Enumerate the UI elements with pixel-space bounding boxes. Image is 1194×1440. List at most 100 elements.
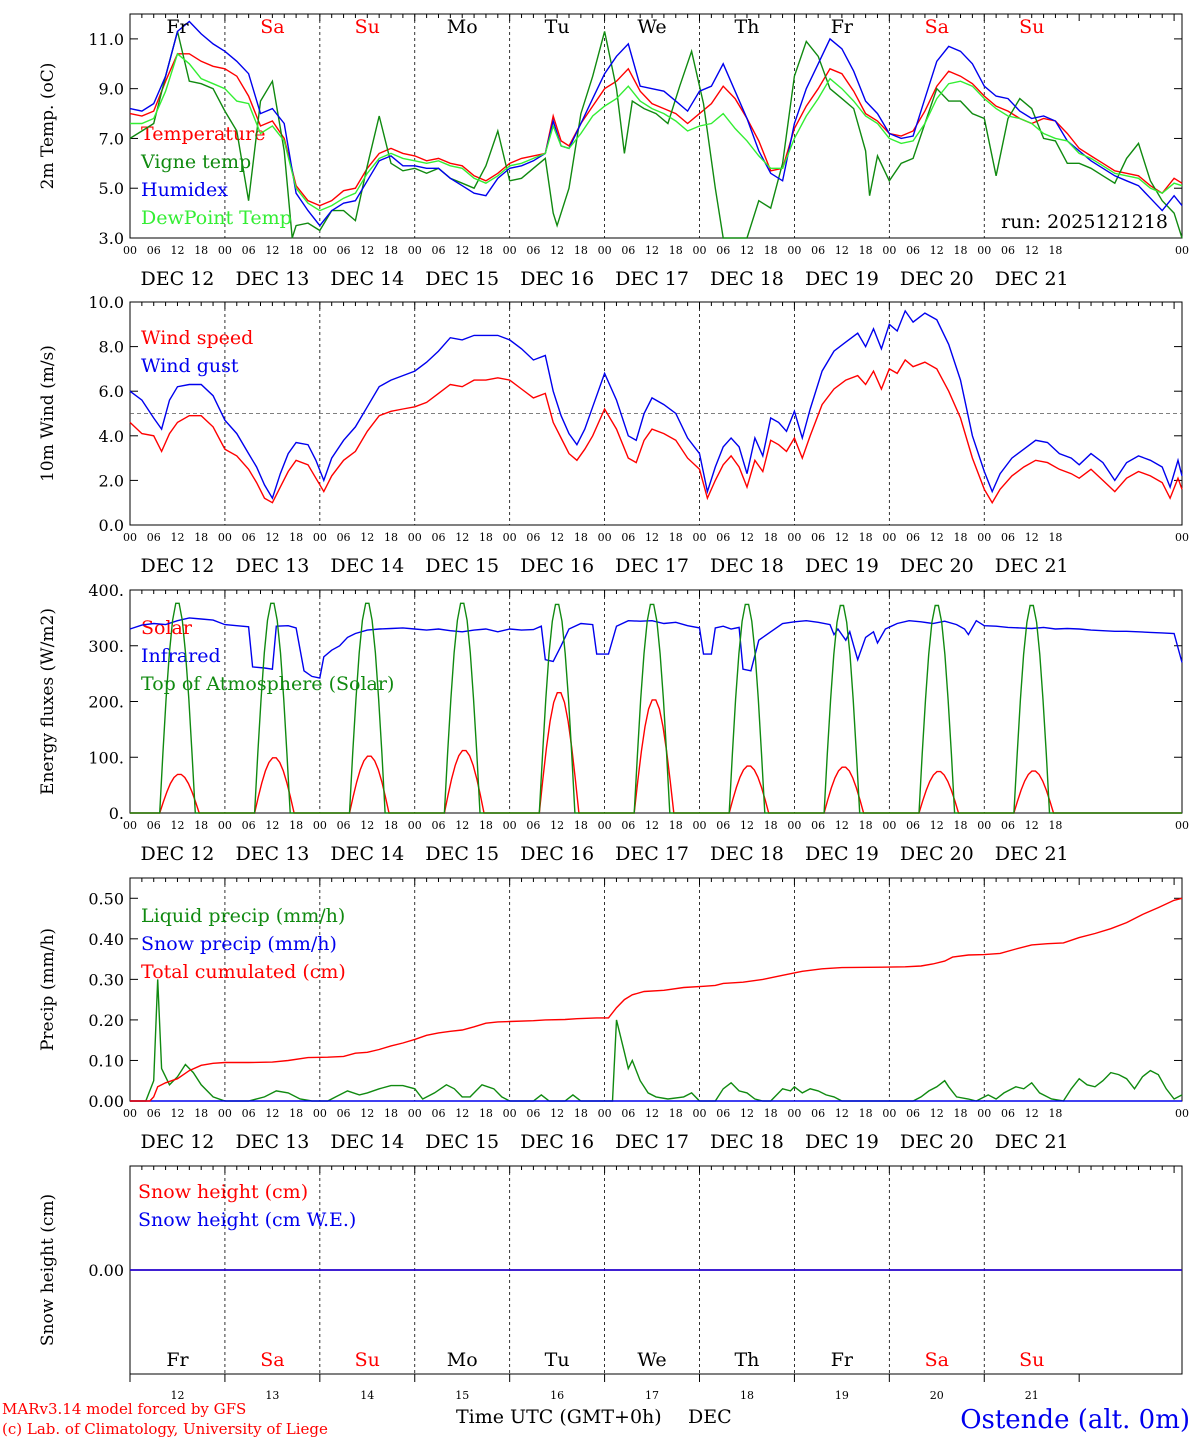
hour-label: 00 [693,819,707,832]
date-label: DEC 19 [805,555,879,577]
weekday-label: Fr [831,16,854,38]
hour-label: 18 [289,1107,303,1120]
hour-label: 00 [882,244,896,257]
y-tick-label: 8.0 [99,338,124,357]
hour-label: 12 [835,819,849,832]
y-axis-title: Snow height (cm) [38,1194,58,1346]
legend-entry: Total cumulated (cm) [141,961,346,983]
hour-label: 00 [503,819,517,832]
panel-1: 3.0 5.0 7.0 9.0 11.0 2m Temp. (oC) Temperature… [38,13,1189,290]
hour-label: 06 [337,1107,351,1120]
hour-label: 18 [1048,531,1062,544]
hour-label: 06 [337,244,351,257]
weekday-label: Fr [166,1349,189,1371]
hour-label: 00 [123,1107,137,1120]
hour-label: 12 [360,244,374,257]
hour-label: 18 [764,819,778,832]
hour-label: 18 [194,244,208,257]
weekday-label: Tu [545,1349,570,1371]
date-label: DEC 13 [235,555,309,577]
y-tick-label: 0.30 [88,970,124,989]
hour-label: 06 [716,531,730,544]
hour-label: 18 [289,244,303,257]
date-label: DEC 18 [710,268,784,290]
hour-label: 00 [503,244,517,257]
date-label: DEC 13 [235,1131,309,1153]
hour-label: 18 [574,1107,588,1120]
hour-label: 00 [977,819,991,832]
hour-label: 06 [147,244,161,257]
hour-label: 06 [906,819,920,832]
hour-label: 06 [337,531,351,544]
hour-label: 06 [431,244,445,257]
date-label: DEC 21 [995,555,1069,577]
hour-label: 12 [170,244,184,257]
series-line-solar [130,692,1182,814]
date-label: DEC 17 [615,1131,689,1153]
date-label: DEC 12 [141,1131,215,1153]
day-number-label: 20 [930,1389,944,1402]
date-label: DEC 16 [520,268,594,290]
legend-entry: Vigne temp [140,151,251,173]
hour-label: 18 [384,819,398,832]
hour-label: 18 [574,244,588,257]
hour-label: 00 [977,244,991,257]
y-tick-label: 200. [88,693,124,712]
hour-label: 06 [716,819,730,832]
legend-entry: Top of Atmosphere (Solar) [141,673,394,695]
date-label: DEC 15 [425,843,499,865]
hour-label: 12 [740,1107,754,1120]
hour-label: 12 [930,531,944,544]
weekday-label: Su [1019,16,1044,38]
hour-label: 00 [882,531,896,544]
y-tick-label: 9.0 [99,80,124,99]
hour-label: 00 [598,244,612,257]
hour-label: 18 [859,531,873,544]
legend-entry: Snow height (cm W.E.) [138,1209,356,1231]
date-label: DEC 13 [235,843,309,865]
hour-label: 06 [242,819,256,832]
date-label: DEC 16 [520,843,594,865]
hour-label: 06 [526,531,540,544]
day-number-label: 17 [645,1389,659,1402]
model-credit: MARv3.14 model forced by GFS [2,1400,246,1418]
series-line-vigne-temp [129,31,1183,239]
date-label: DEC 14 [330,1131,404,1153]
hour-label: 12 [645,819,659,832]
hour-label: 12 [740,244,754,257]
y-tick-label: 2.0 [99,471,124,490]
hour-label: 18 [479,1107,493,1120]
hour-label: 12 [360,819,374,832]
hour-label: 00 [598,1107,612,1120]
series-line-total-cumulated-cm [130,897,1183,1102]
weekday-label: Sa [260,16,284,38]
weekday-label: Su [355,1349,380,1371]
run-label: run: 2025121218 [1001,211,1168,233]
hour-label: 12 [740,819,754,832]
date-label: DEC 12 [141,555,215,577]
hour-label: 18 [574,819,588,832]
hour-label: 06 [906,1107,920,1120]
hour-label: 06 [431,819,445,832]
hour-label: 00 [598,531,612,544]
hour-label: 00 [693,244,707,257]
hour-label: 06 [621,531,635,544]
hour-label: 00 [598,819,612,832]
date-label: DEC 12 [141,843,215,865]
weekday-label: Sa [925,1349,949,1371]
hour-label: 12 [645,244,659,257]
hour-label: 00 [408,531,422,544]
hour-label: 18 [1048,1107,1062,1120]
weekday-label: Th [735,16,760,38]
hour-label: 06 [242,1107,256,1120]
y-axis-title: 2m Temp. (oC) [38,63,58,190]
hour-label: 12 [170,819,184,832]
date-label: DEC 17 [615,555,689,577]
hour-label: 06 [526,1107,540,1120]
hour-label: 12 [170,531,184,544]
date-label: DEC 19 [805,843,879,865]
hour-label: 18 [194,1107,208,1120]
hour-label: 18 [384,1107,398,1120]
hour-label: 12 [645,531,659,544]
